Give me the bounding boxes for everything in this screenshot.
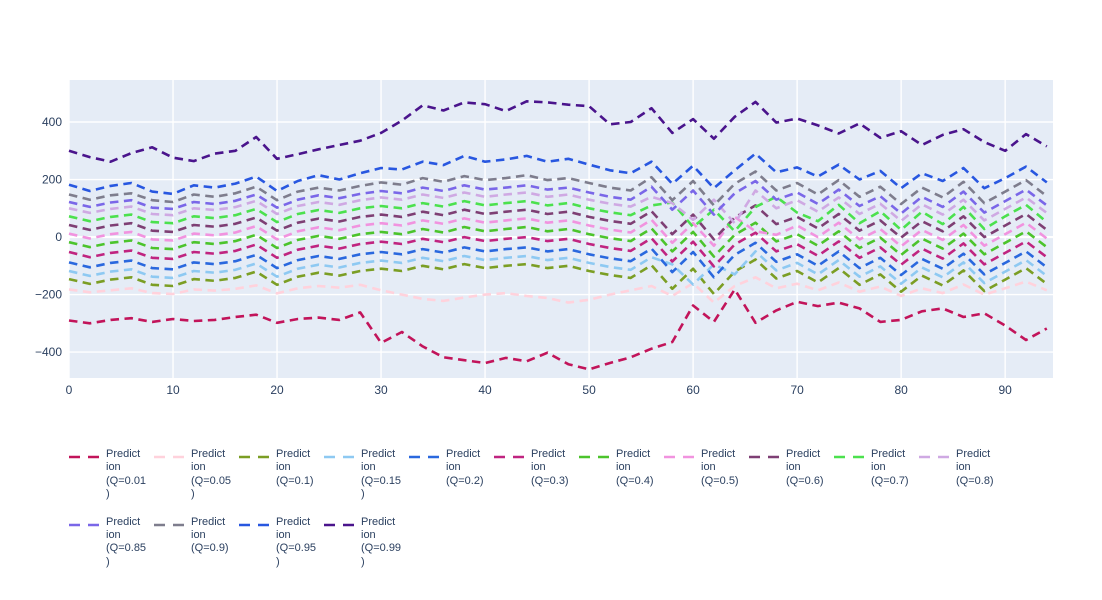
legend-label: Predict ion (Q=0.01) — [106, 448, 147, 501]
series-line-q0.7[interactable] — [68, 195, 1048, 233]
legend-item-q0.05[interactable]: Predict ion (Q=0.05) — [154, 448, 239, 502]
x-tick-label: 0 — [66, 383, 73, 397]
x-tick-label: 20 — [270, 383, 284, 397]
series-line-q0.9[interactable] — [68, 170, 1048, 207]
series-line-q0.85[interactable] — [68, 179, 1048, 216]
series-line-q0.05[interactable] — [68, 276, 1048, 304]
x-tick-label: 30 — [374, 383, 388, 397]
legend-item-q0.99[interactable]: Predict ion (Q=0.99) — [324, 516, 409, 570]
series-line-q0.1[interactable] — [68, 258, 1048, 296]
legend-dash-swatch — [579, 455, 609, 459]
legend-label: Predict ion (Q=0.5) — [701, 448, 739, 487]
legend-dash-swatch — [409, 455, 439, 459]
series-line-q0.6[interactable] — [68, 204, 1048, 241]
legend-label: Predict ion (Q=0.15) — [361, 448, 402, 501]
x-tick-label: 40 — [478, 383, 492, 397]
y-tick-label: −200 — [35, 288, 62, 302]
legend-item-q0.85[interactable]: Predict ion (Q=0.85) — [69, 516, 154, 570]
legend-item-q0.6[interactable]: Predict ion (Q=0.6) — [749, 448, 834, 502]
legend-dash-swatch — [749, 455, 779, 459]
legend-item-q0.01[interactable]: Predict ion (Q=0.01) — [69, 448, 154, 502]
legend-label: Predict ion (Q=0.95) — [276, 515, 317, 568]
legend-dash-swatch — [324, 455, 354, 459]
x-tick-label: 10 — [166, 383, 180, 397]
legend-item-q0.95[interactable]: Predict ion (Q=0.95) — [239, 516, 324, 570]
legend-dash-swatch — [324, 523, 354, 526]
legend-item-q0.5[interactable]: Predict ion (Q=0.5) — [664, 448, 749, 502]
legend-label: Predict ion (Q=0.05) — [191, 448, 232, 501]
legend-item-q0.1[interactable]: Predict ion (Q=0.1) — [239, 448, 324, 502]
legend-label: Predict ion (Q=0.9) — [191, 515, 229, 555]
legend-item-q0.4[interactable]: Predict ion (Q=0.4) — [579, 448, 664, 502]
chart-legend: Predict ion (Q=0.01) Predict ion (Q=0.05) Pred… — [69, 448, 1017, 583]
legend-dash-swatch — [239, 455, 269, 459]
y-tick-label: 0 — [55, 230, 62, 244]
series-line-q0.8[interactable] — [68, 189, 1048, 225]
x-tick-label: 60 — [686, 383, 700, 397]
legend-label: Predict ion (Q=0.6) — [786, 448, 824, 487]
y-tick-label: 200 — [42, 173, 62, 187]
legend-label: Predict ion (Q=0.85) — [106, 515, 147, 568]
legend-item-q0.2[interactable]: Predict ion (Q=0.2) — [409, 448, 494, 502]
legend-dash-swatch — [154, 523, 184, 526]
x-tick-label: 80 — [894, 383, 908, 397]
legend-label: Predict ion (Q=0.1) — [276, 448, 314, 487]
legend-label: Predict ion (Q=0.2) — [446, 448, 484, 487]
legend-item-q0.8[interactable]: Predict ion (Q=0.8) — [919, 448, 1004, 502]
series-line-q0.99[interactable] — [68, 100, 1048, 163]
series-line-q0.4[interactable] — [68, 221, 1048, 258]
legend-dash-swatch — [154, 455, 184, 459]
legend-dash-swatch — [239, 523, 269, 526]
legend-dash-swatch — [664, 455, 694, 459]
series-line-q0.95[interactable] — [68, 152, 1048, 196]
series-line-q0.01[interactable] — [68, 288, 1048, 371]
series-line-q0.2[interactable] — [68, 241, 1048, 279]
legend-label: Predict ion (Q=0.3) — [531, 448, 569, 487]
legend-label: Predict ion (Q=0.99) — [361, 515, 402, 568]
legend-label: Predict ion (Q=0.7) — [871, 448, 909, 487]
legend-dash-swatch — [919, 455, 949, 459]
legend-item-q0.9[interactable]: Predict ion (Q=0.9) — [154, 516, 239, 570]
x-tick-label: 90 — [998, 383, 1012, 397]
x-tick-label: 70 — [790, 383, 804, 397]
y-tick-label: 400 — [42, 115, 62, 129]
legend-label: Predict ion (Q=0.8) — [956, 448, 994, 487]
series-line-q0.3[interactable] — [68, 231, 1048, 268]
legend-item-q0.3[interactable]: Predict ion (Q=0.3) — [494, 448, 579, 502]
series-line-q0.5[interactable] — [68, 215, 1048, 248]
legend-dash-swatch — [69, 523, 99, 526]
legend-item-q0.7[interactable]: Predict ion (Q=0.7) — [834, 448, 919, 502]
legend-item-q0.15[interactable]: Predict ion (Q=0.15) — [324, 448, 409, 502]
quantile-prediction-chart[interactable]: 0 10 20 30 40 50 60 70 80 90 400 200 0 −200 −400 — [0, 0, 1102, 430]
legend-dash-swatch — [834, 455, 864, 459]
legend-dash-swatch — [494, 455, 524, 459]
x-tick-label: 50 — [582, 383, 596, 397]
legend-label: Predict ion (Q=0.4) — [616, 448, 654, 487]
y-tick-label: −400 — [35, 345, 62, 359]
series-line-q0.15[interactable] — [68, 250, 1048, 286]
legend-dash-swatch — [69, 455, 99, 459]
